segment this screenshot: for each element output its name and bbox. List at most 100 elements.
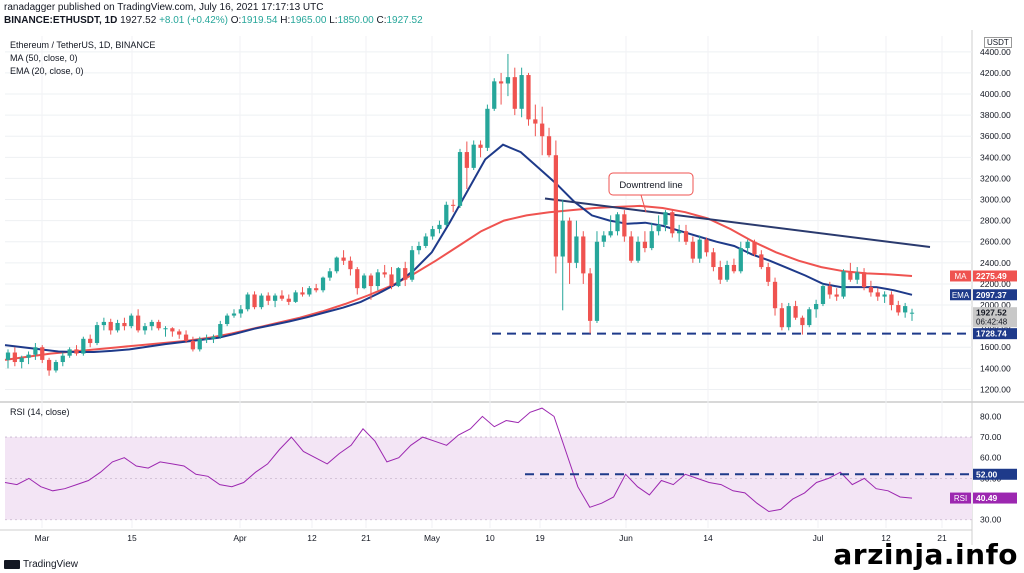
candle-body	[170, 328, 175, 332]
time-tick-label: 14	[703, 533, 713, 543]
candle-body	[259, 295, 264, 308]
tag-value-box	[973, 492, 1017, 504]
candle-body	[581, 236, 586, 274]
candle-body	[574, 236, 579, 263]
candle-body	[889, 294, 894, 306]
candle-body	[355, 269, 360, 289]
ema-legend: EMA (20, close, 0)	[10, 66, 84, 76]
candle-body	[5, 352, 11, 360]
tag-value: 40.49	[976, 493, 998, 503]
candle-body	[615, 214, 620, 232]
candle-body	[368, 275, 374, 287]
last-price: 1927.52	[120, 15, 157, 26]
tag-value: 2275.49	[976, 271, 1007, 281]
candle-body	[882, 294, 887, 297]
candle-body	[129, 315, 134, 327]
low-label: L:	[329, 15, 338, 26]
candle-body	[629, 236, 634, 261]
candle-body	[868, 287, 874, 293]
candle-body	[670, 212, 675, 234]
publish-info: ranadagger published on TradingView.com,…	[4, 2, 324, 13]
candle-body	[711, 252, 716, 268]
low-value: 1850.00	[337, 15, 374, 26]
high-label: H:	[280, 15, 291, 26]
candle-body	[546, 136, 552, 156]
candle-body	[861, 272, 867, 288]
price-tick-label: 1400.00	[980, 363, 1011, 373]
time-tick-label: 10	[485, 533, 495, 543]
rsi-value-tag: RSI 40.49	[950, 492, 1017, 504]
tag-value: 52.00	[976, 469, 998, 479]
candle-body	[471, 144, 476, 168]
close-value: 1927.52	[386, 15, 423, 26]
price-tick-label: 3400.00	[980, 152, 1011, 162]
candle-body	[53, 362, 59, 371]
candle-body	[361, 275, 367, 289]
candle-body	[642, 241, 648, 249]
candle-body	[245, 294, 250, 310]
price-tick-label: 4000.00	[980, 89, 1011, 99]
candle-body	[793, 306, 798, 318]
candle-body	[464, 152, 469, 168]
candle-body	[197, 338, 202, 350]
candle-body	[286, 298, 291, 302]
candle-body	[903, 306, 908, 313]
callout-text: Downtrend line	[619, 180, 682, 191]
candle-body	[218, 324, 223, 337]
time-tick-label: 12	[881, 533, 891, 543]
candle-body	[409, 250, 415, 280]
candle-body	[800, 317, 805, 326]
price-tick-label: 3600.00	[980, 131, 1011, 141]
candle-body	[738, 248, 743, 272]
candle-body	[875, 292, 880, 297]
candle-body	[841, 271, 846, 297]
candle-body	[211, 336, 216, 339]
candle-body	[334, 257, 339, 272]
candle-body	[94, 325, 100, 344]
tag-value-box	[973, 289, 1017, 301]
candle-body	[183, 334, 189, 341]
rsi-level-tag: 52.00	[973, 468, 1017, 480]
candle-body	[718, 267, 723, 280]
candle-body	[279, 295, 285, 299]
ema-price-tag: EMA 2097.37	[950, 289, 1017, 301]
downtrend-line	[544, 197, 931, 249]
tag-label: RSI	[954, 494, 967, 503]
candle-body	[505, 77, 511, 84]
candle-body	[135, 315, 141, 331]
candle-body	[81, 338, 86, 354]
watermark: arzinja.info	[833, 538, 1018, 571]
candle-body	[26, 354, 31, 358]
candle-body	[663, 212, 668, 225]
candle-body	[307, 288, 312, 295]
candle-body	[88, 338, 93, 344]
open-value: 1919.54	[241, 15, 278, 26]
tag-label-box	[950, 289, 971, 301]
time-tick-label: May	[424, 533, 441, 543]
candle-body	[587, 273, 593, 321]
price-tick-label: 1600.00	[980, 342, 1011, 352]
candle-body	[779, 308, 785, 328]
candle-body	[855, 272, 860, 280]
candle-body	[451, 204, 456, 206]
candle-body	[33, 347, 38, 355]
candle-body	[231, 313, 237, 316]
price-tick-label: 3800.00	[980, 110, 1011, 120]
candle-body	[225, 315, 230, 325]
tradingview-text: TradingView	[23, 559, 79, 570]
rsi-tick-label: 80.00	[980, 411, 1002, 421]
price-tick-label: 2800.00	[980, 216, 1011, 226]
price-tick-label: 2600.00	[980, 237, 1011, 247]
candle-body	[635, 241, 641, 261]
time-tick-label: 21	[361, 533, 371, 543]
tradingview-logo[interactable]: TradingView	[4, 559, 78, 570]
currency-label: USDT	[984, 37, 1012, 48]
tradingview-icon	[4, 560, 20, 569]
candle-body	[293, 292, 298, 302]
candle-body	[314, 288, 319, 291]
candle-body	[745, 241, 750, 249]
candle-body	[656, 224, 661, 232]
candle-body	[437, 224, 442, 230]
candle-body	[608, 231, 613, 236]
